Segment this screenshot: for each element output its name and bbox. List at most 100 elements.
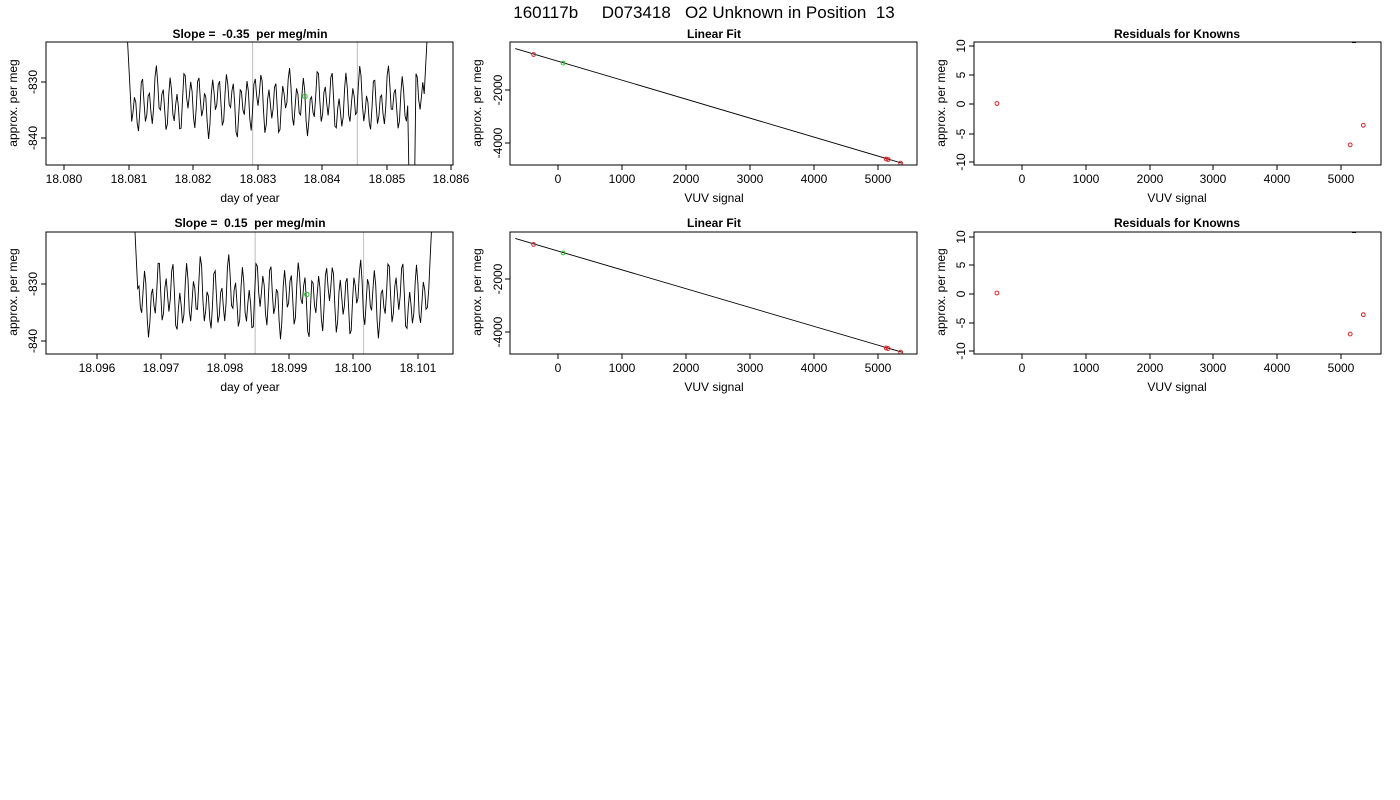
x-axis-label: day of year: [220, 191, 279, 205]
x-tick-label: 18.084: [304, 172, 341, 186]
x-tick-label: 18.086: [433, 172, 470, 186]
x-tick-label: 18.101: [400, 361, 437, 375]
unknown-point: [304, 291, 310, 298]
y-tick-label: 5: [954, 261, 968, 268]
panel-residuals-1: Residuals for Knowns VUV signal approx. …: [934, 27, 1382, 205]
x-tick-label: 4000: [801, 172, 828, 186]
x-tick-label: 3000: [1200, 172, 1227, 186]
y-tick-label: 5: [954, 71, 968, 78]
y-axis-label: approx. per meg: [470, 59, 484, 146]
y-tick-label: -5: [954, 317, 968, 328]
x-tick-label: 0: [1019, 172, 1026, 186]
y-tick-label: -5: [954, 128, 968, 139]
x-tick-label: 3000: [737, 172, 764, 186]
plot-frame: [509, 41, 918, 166]
known-point: [531, 242, 536, 247]
y-tick-label: 0: [954, 100, 968, 107]
plot-frame: [973, 231, 1382, 355]
plot-frame: [509, 231, 918, 355]
unknown-point: [560, 250, 566, 256]
y-axis-label: approx. per meg: [934, 59, 948, 146]
known-point: [883, 156, 889, 162]
plot-frame: [45, 231, 454, 355]
plot-area: [515, 238, 904, 354]
x-tick-label: 2000: [1137, 361, 1164, 375]
unknown-point: [302, 93, 308, 100]
x-tick-label: 1000: [609, 361, 636, 375]
known-point: [883, 345, 889, 351]
plot-area: [515, 48, 904, 165]
x-tick-label: 5000: [865, 172, 892, 186]
known-point: [898, 160, 904, 165]
y-tick-label: 0: [954, 290, 968, 297]
y-tick-label: -830: [26, 272, 40, 296]
x-axis-label: day of year: [220, 380, 279, 394]
panel-title: Residuals for Knowns: [1114, 216, 1240, 230]
y-tick-label: -840: [26, 126, 40, 150]
x-tick-label: 18.080: [46, 172, 83, 186]
residual-point: [1360, 312, 1366, 318]
x-tick-label: 1000: [609, 172, 636, 186]
x-axis-label: VUV signal: [1147, 191, 1206, 205]
y-tick-label: -4000: [491, 316, 505, 347]
residual-point: [994, 290, 1000, 296]
y-axis-label: approx. per meg: [470, 248, 484, 335]
x-tick-label: 18.096: [79, 361, 116, 375]
timeseries-line: [134, 232, 432, 340]
y-tick-label: -840: [26, 329, 40, 353]
y-tick-label: -2000: [491, 74, 505, 105]
fit-line: [515, 48, 903, 164]
x-tick-label: 18.082: [175, 172, 212, 186]
known-point: [898, 349, 904, 354]
x-axis-label: VUV signal: [1147, 380, 1206, 394]
x-tick-label: 18.100: [335, 361, 372, 375]
x-tick-label: 5000: [1328, 361, 1355, 375]
x-tick-label: 4000: [1264, 172, 1291, 186]
residual-point: [1347, 142, 1353, 148]
panel-title: Linear Fit: [687, 27, 741, 41]
x-tick-label: 5000: [865, 361, 892, 375]
panel-linear-fit-1: Linear Fit VUV signal approx. per meg 0 …: [470, 27, 918, 205]
y-tick-label: -830: [26, 70, 40, 94]
plot-frame: [973, 41, 1382, 166]
residual-point: [1360, 122, 1366, 128]
plot-area: [994, 42, 1366, 148]
x-axis-label: VUV signal: [684, 191, 743, 205]
y-tick-label: 10: [954, 230, 968, 244]
x-tick-label: 18.099: [271, 361, 308, 375]
y-tick-label: -10: [954, 153, 968, 171]
x-tick-label: 3000: [737, 361, 764, 375]
x-tick-label: 4000: [1264, 361, 1291, 375]
plot-frame: [45, 41, 454, 166]
panel-timeseries-1: Slope = -0.35 per meg/min day of year ap…: [6, 27, 470, 205]
x-tick-label: 4000: [801, 361, 828, 375]
panel-title: Linear Fit: [687, 216, 741, 230]
timeseries-line: [127, 42, 428, 165]
plot-area: [994, 232, 1366, 337]
y-axis-label: approx. per meg: [6, 248, 20, 335]
residual-point: [1347, 331, 1353, 337]
panel-title: Slope = -0.35 per meg/min: [172, 27, 327, 41]
y-tick-label: -10: [954, 342, 968, 360]
x-tick-label: 0: [555, 361, 562, 375]
panel-linear-fit-2: Linear Fit VUV signal approx. per meg 0 …: [470, 216, 918, 394]
x-tick-label: 5000: [1328, 172, 1355, 186]
figure-title: 160117b D073418 O2 Unknown in Position 1…: [513, 3, 895, 22]
y-axis-label: approx. per meg: [934, 248, 948, 335]
known-point: [531, 52, 536, 57]
x-tick-label: 2000: [673, 172, 700, 186]
x-tick-label: 2000: [673, 361, 700, 375]
x-tick-label: 0: [1019, 361, 1026, 375]
x-tick-label: 18.098: [207, 361, 244, 375]
y-tick-label: 10: [954, 39, 968, 53]
known-point: [885, 346, 891, 351]
x-tick-label: 0: [555, 172, 562, 186]
y-axis-label: approx. per meg: [6, 59, 20, 146]
plot-area: [134, 232, 432, 354]
panel-title: Residuals for Knowns: [1114, 27, 1240, 41]
x-tick-label: 1000: [1073, 361, 1100, 375]
fit-line: [515, 238, 903, 353]
x-tick-label: 18.085: [369, 172, 406, 186]
x-tick-label: 3000: [1200, 361, 1227, 375]
